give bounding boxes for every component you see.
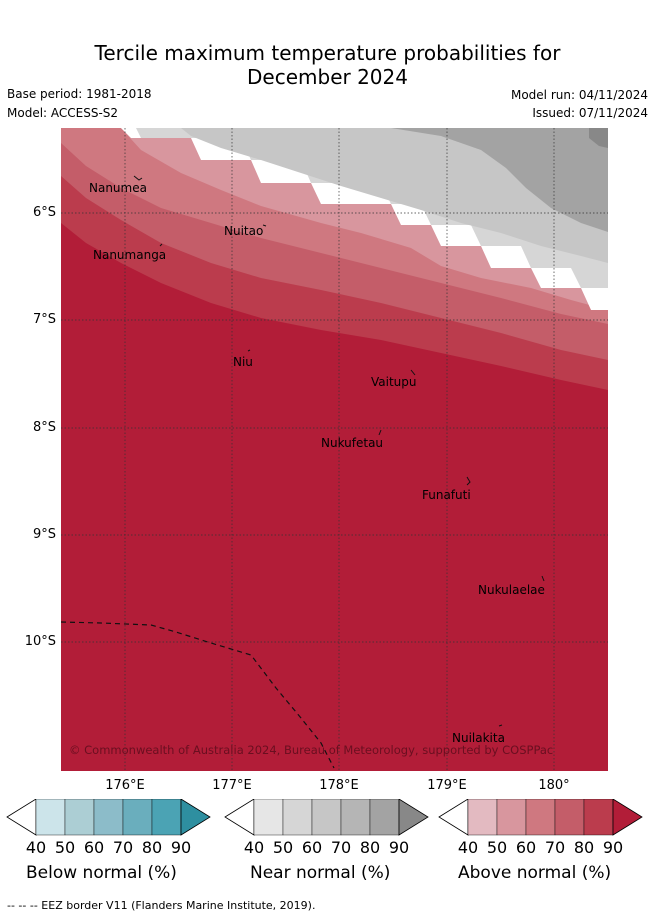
colorbar-below-segment [151, 799, 182, 836]
place-label-nanumanga: Nanumanga [93, 248, 166, 262]
colorbar-near-segment [282, 799, 313, 836]
place-label-nukulaelae: Nukulaelae [478, 583, 545, 597]
place-label-nuitao: Nuitao [224, 224, 263, 238]
colorbar-below-low-extend [6, 799, 37, 836]
colorbar-above-segment [525, 799, 556, 836]
map-title: Tercile maximum temperature probabilitie… [0, 41, 655, 89]
place-label-nuilakita: Nuilakita [452, 731, 505, 745]
colorbar-below-tick: 80 [141, 838, 163, 857]
colorbar-near-segment [253, 799, 284, 836]
model-run: Model run: 04/11/2024 [510, 88, 648, 102]
colorbar-near-segment [340, 799, 371, 836]
lat-label-8s: 8°S [32, 420, 56, 435]
colorbar-below-segment [35, 799, 66, 836]
place-label-vaitupu: Vaitupu [371, 375, 417, 389]
colorbar-above-segment [554, 799, 585, 836]
copyright-notice: © Commonwealth of Australia 2024, Bureau… [69, 743, 553, 757]
lat-label-9s: 9°S [32, 527, 56, 542]
base-period: Base period: 1981-2018 [7, 87, 152, 101]
lon-label-176: 176°E [105, 778, 145, 793]
colorbar-above-segment [496, 799, 527, 836]
colorbar-above-tick: 80 [573, 838, 595, 857]
colorbar-below-tick: 90 [170, 838, 192, 857]
lat-label-6s: 6°S [32, 205, 56, 220]
model-name: Model: ACCESS-S2 [7, 106, 119, 120]
island-nuitao [262, 224, 267, 227]
colorbar-below-tick: 50 [54, 838, 76, 857]
island-vaitupu [410, 369, 416, 376]
lat-label-10s: 10°S [24, 634, 56, 649]
title-line-2: December 2024 [247, 65, 408, 89]
colorbar-title-above: Above normal (%) [458, 863, 612, 883]
colorbar-title-near: Near normal (%) [250, 863, 391, 883]
island-nukufetau [378, 429, 382, 436]
place-labels: Nanumea Nuitao Nanumanga Niu Vaitupu Nuk… [89, 181, 545, 745]
lon-label-178: 178°E [319, 778, 359, 793]
colorbar-strip [6, 799, 643, 836]
colorbar-near-tick: 40 [243, 838, 265, 857]
lon-label-179: 179°E [427, 778, 467, 793]
lon-label-180: 180° [538, 778, 570, 793]
graticule [61, 128, 608, 771]
probability-map: Nanumea Nuitao Nanumanga Niu Vaitupu Nuk… [60, 128, 608, 771]
colorbar-below [6, 799, 211, 836]
place-label-nukufetau: Nukufetau [321, 436, 383, 450]
colorbar-above-low-extend [438, 799, 469, 836]
island-nanumanga [159, 243, 163, 247]
island-nukulaelae [541, 575, 545, 582]
lon-label-177: 177°E [212, 778, 252, 793]
island-niu [247, 349, 251, 352]
near-70-patch [589, 128, 608, 148]
title-line-1: Tercile maximum temperature probabilitie… [94, 41, 561, 65]
map-panel: Nanumea Nuitao Nanumanga Niu Vaitupu Nuk… [60, 128, 608, 771]
colorbar-above-high-extend [612, 799, 643, 836]
colorbar-above-tick: 70 [544, 838, 566, 857]
colorbar-above-tick: 60 [515, 838, 537, 857]
colorbar-near-tick: 50 [272, 838, 294, 857]
island-shapes [133, 175, 545, 727]
colorbar-above [438, 799, 643, 836]
colorbar-below-segment [122, 799, 153, 836]
place-label-niu: Niu [233, 355, 253, 369]
colorbar-near-segment [311, 799, 342, 836]
colorbar-near-high-extend [398, 799, 429, 836]
colorbar-below-tick: 60 [83, 838, 105, 857]
colorbar-near-tick: 80 [359, 838, 381, 857]
island-funafuti [466, 476, 471, 486]
eez-border [60, 621, 335, 769]
colorbar-near-low-extend [224, 799, 255, 836]
island-nanumea [133, 175, 143, 181]
colorbar-near-tick: 90 [388, 838, 410, 857]
place-label-funafuti: Funafuti [422, 488, 471, 502]
colorbar-below-tick: 40 [25, 838, 47, 857]
colorbar-below-segment [64, 799, 95, 836]
colorbar-above-tick: 50 [486, 838, 508, 857]
colorbar-above-tick: 90 [602, 838, 624, 857]
colorbar-below-high-extend [180, 799, 211, 836]
colorbar-below-tick: 70 [112, 838, 134, 857]
colorbar-below-segment [93, 799, 124, 836]
colorbar-near-tick: 60 [301, 838, 323, 857]
issued-date: Issued: 07/11/2024 [532, 106, 648, 120]
colorbar-above-segment [583, 799, 614, 836]
colorbar-title-below: Below normal (%) [26, 863, 177, 883]
colorbar-above-tick: 40 [457, 838, 479, 857]
colorbar-near-tick: 70 [330, 838, 352, 857]
lat-label-7s: 7°S [32, 312, 56, 327]
island-nuilakita [498, 724, 503, 727]
colorbar-near-segment [369, 799, 400, 836]
place-label-nanumea: Nanumea [89, 181, 147, 195]
colorbar-near [224, 799, 429, 836]
colorbar-above-segment [467, 799, 498, 836]
eez-legend-note: -- -- -- EEZ border V11 (Flanders Marine… [7, 899, 316, 912]
